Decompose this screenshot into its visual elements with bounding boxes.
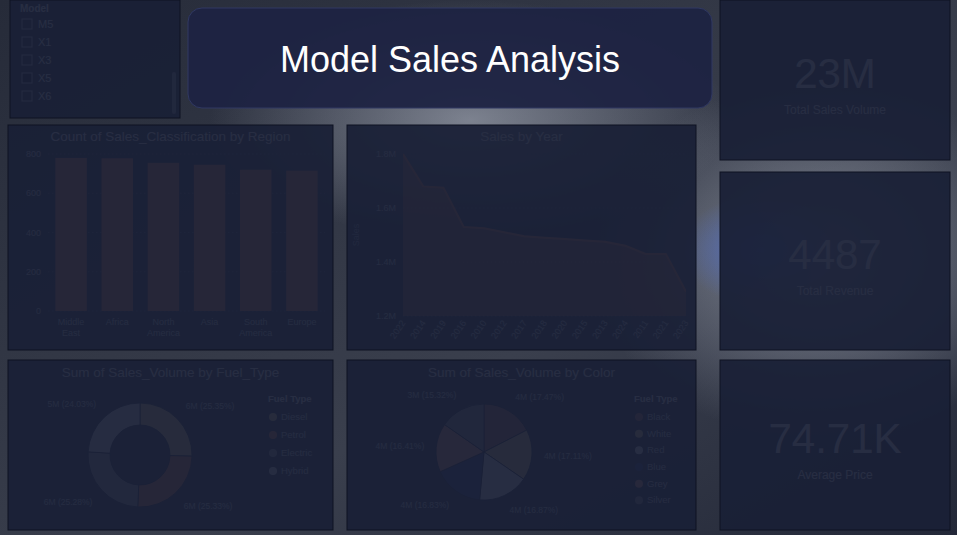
chart-panel [347, 360, 696, 530]
background [0, 0, 957, 535]
kpi-panel [720, 360, 950, 530]
chart-panel [347, 125, 696, 350]
title-panel [188, 8, 712, 108]
dashboard: ModelM5X1X3X5X6Model Sales Analysis23MTo… [0, 0, 957, 535]
kpi-panel [720, 172, 950, 350]
chart-panel [8, 360, 333, 530]
kpi-panel [720, 0, 950, 160]
slicer-panel [10, 0, 180, 118]
page-title: Model Sales Analysis [280, 39, 620, 80]
chart-panel [8, 125, 333, 350]
